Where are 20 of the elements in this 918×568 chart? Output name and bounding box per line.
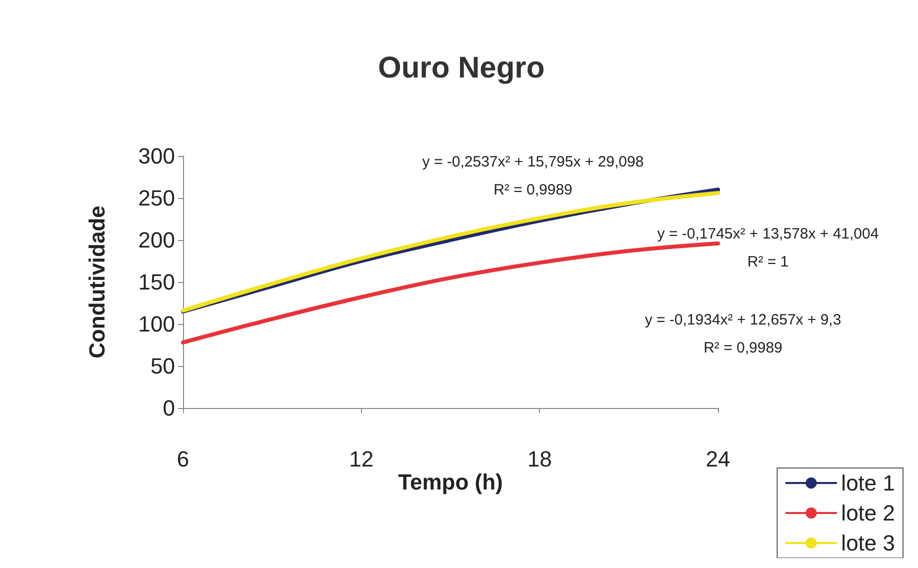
- annotation: y = -0,2537x² + 15,795x + 29,098 R² = 0,9989: [422, 154, 644, 198]
- legend-label: lote 3: [841, 530, 896, 556]
- y-tick-label: 200: [138, 228, 175, 252]
- annotation: y = -0,1934x² + 12,657x + 9,3 R² = 0,9989: [644, 312, 842, 356]
- y-tick-label: 300: [138, 144, 175, 168]
- legend-label: lote 2: [841, 500, 896, 526]
- y-axis-title: Condutividade: [84, 206, 110, 358]
- y-tick-label: 150: [138, 270, 175, 294]
- x-tick-label: 6: [176, 446, 190, 472]
- x-tick-label: 24: [706, 446, 730, 472]
- y-tick-label: 50: [150, 354, 175, 378]
- y-tick-label: 250: [138, 186, 175, 210]
- annotation: y = -0,1745x² + 13,578x + 41,004 R² = 1: [657, 226, 879, 270]
- x-tick-label: 12: [349, 446, 374, 472]
- y-tick-label: 100: [138, 312, 175, 336]
- x-tick-label: 18: [527, 446, 552, 472]
- x-axis-title: Tempo (h): [398, 469, 503, 494]
- legend-label: lote 1: [841, 470, 896, 496]
- y-tick-label: 0: [162, 396, 175, 420]
- chart-title: Ouro Negro: [378, 52, 545, 84]
